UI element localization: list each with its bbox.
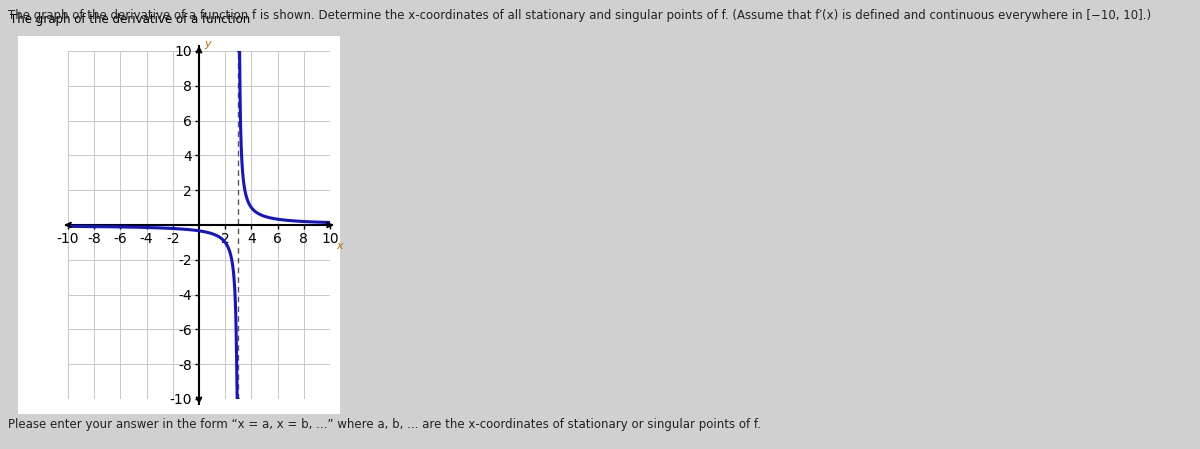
Text: y: y bbox=[204, 39, 211, 49]
Text: The graph of the derivative of a function f is shown. Determine the x-coordinate: The graph of the derivative of a functio… bbox=[8, 9, 1151, 22]
Text: Please enter your answer in the form “x = a, x = b, ...” where a, b, ... are the: Please enter your answer in the form “x … bbox=[8, 418, 761, 431]
Text: The graph of the derivative of a function: The graph of the derivative of a functio… bbox=[10, 13, 253, 26]
Text: x: x bbox=[336, 241, 343, 251]
